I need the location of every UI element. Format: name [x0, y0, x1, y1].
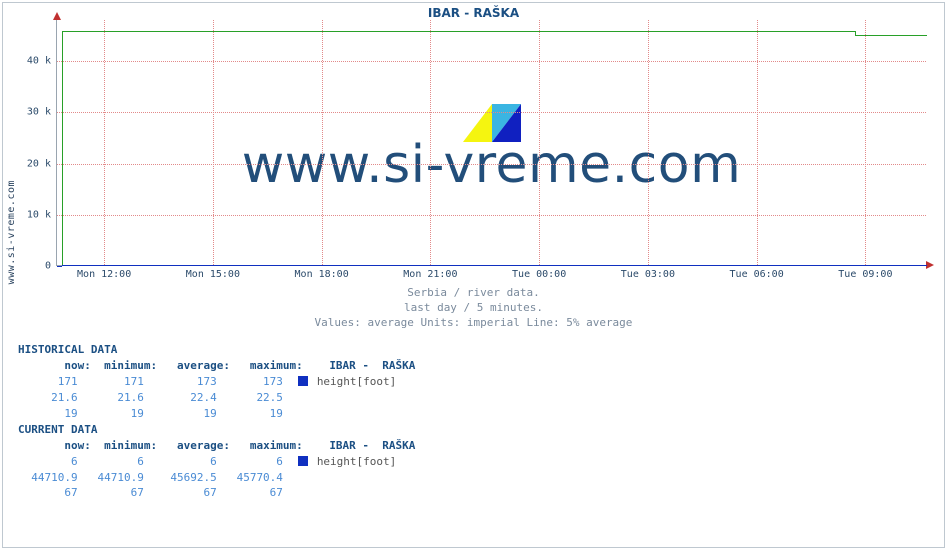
x-axis-arrow [926, 261, 934, 269]
series-green [62, 31, 63, 266]
y-tick-label: 40 k [27, 56, 51, 67]
gridline-v [865, 20, 866, 265]
data-tables: HISTORICAL DATA now: minimum: average: m… [18, 342, 415, 501]
y-axis-label: www.si-vreme.com [6, 180, 17, 284]
chart-title: IBAR - RAŠKA [0, 6, 947, 20]
gridline-v [757, 20, 758, 265]
gridline-v [322, 20, 323, 265]
y-tick-label: 10 k [27, 209, 51, 220]
gridline-v [213, 20, 214, 265]
x-tick-label: Mon 21:00 [403, 269, 457, 280]
gridline-h [57, 112, 926, 113]
x-tick-label: Tue 06:00 [730, 269, 784, 280]
y-tick-label: 30 k [27, 107, 51, 118]
watermark-logo [463, 98, 521, 142]
x-tick-label: Tue 00:00 [512, 269, 566, 280]
gridline-v [539, 20, 540, 265]
subtitle-line-3: Values: average Units: imperial Line: 5%… [0, 316, 947, 331]
x-tick-label: Mon 12:00 [77, 269, 131, 280]
gridline-v [430, 20, 431, 265]
legend-swatch [298, 456, 308, 466]
series-blue [62, 265, 927, 266]
gridline-v [648, 20, 649, 265]
watermark-text: www.si-vreme.com [57, 135, 926, 195]
chart-subtitles: Serbia / river data. last day / 5 minute… [0, 286, 947, 331]
x-tick-label: Mon 18:00 [295, 269, 349, 280]
subtitle-line-1: Serbia / river data. [0, 286, 947, 301]
series-blue [57, 266, 62, 267]
legend-swatch [298, 376, 308, 386]
gridline-h [57, 215, 926, 216]
subtitle-line-2: last day / 5 minutes. [0, 301, 947, 316]
x-tick-label: Mon 15:00 [186, 269, 240, 280]
series-green [62, 31, 854, 32]
gridline-h [57, 61, 926, 62]
plot-area: www.si-vreme.com 010 k20 k30 k40 kMon 12… [56, 20, 926, 266]
series-green [855, 35, 928, 36]
gridline-v [104, 20, 105, 265]
x-tick-label: Tue 09:00 [838, 269, 892, 280]
gridline-h [57, 164, 926, 165]
y-axis-arrow [53, 12, 61, 20]
x-tick-label: Tue 03:00 [621, 269, 675, 280]
y-tick-label: 20 k [27, 158, 51, 169]
y-tick-label: 0 [45, 261, 51, 272]
